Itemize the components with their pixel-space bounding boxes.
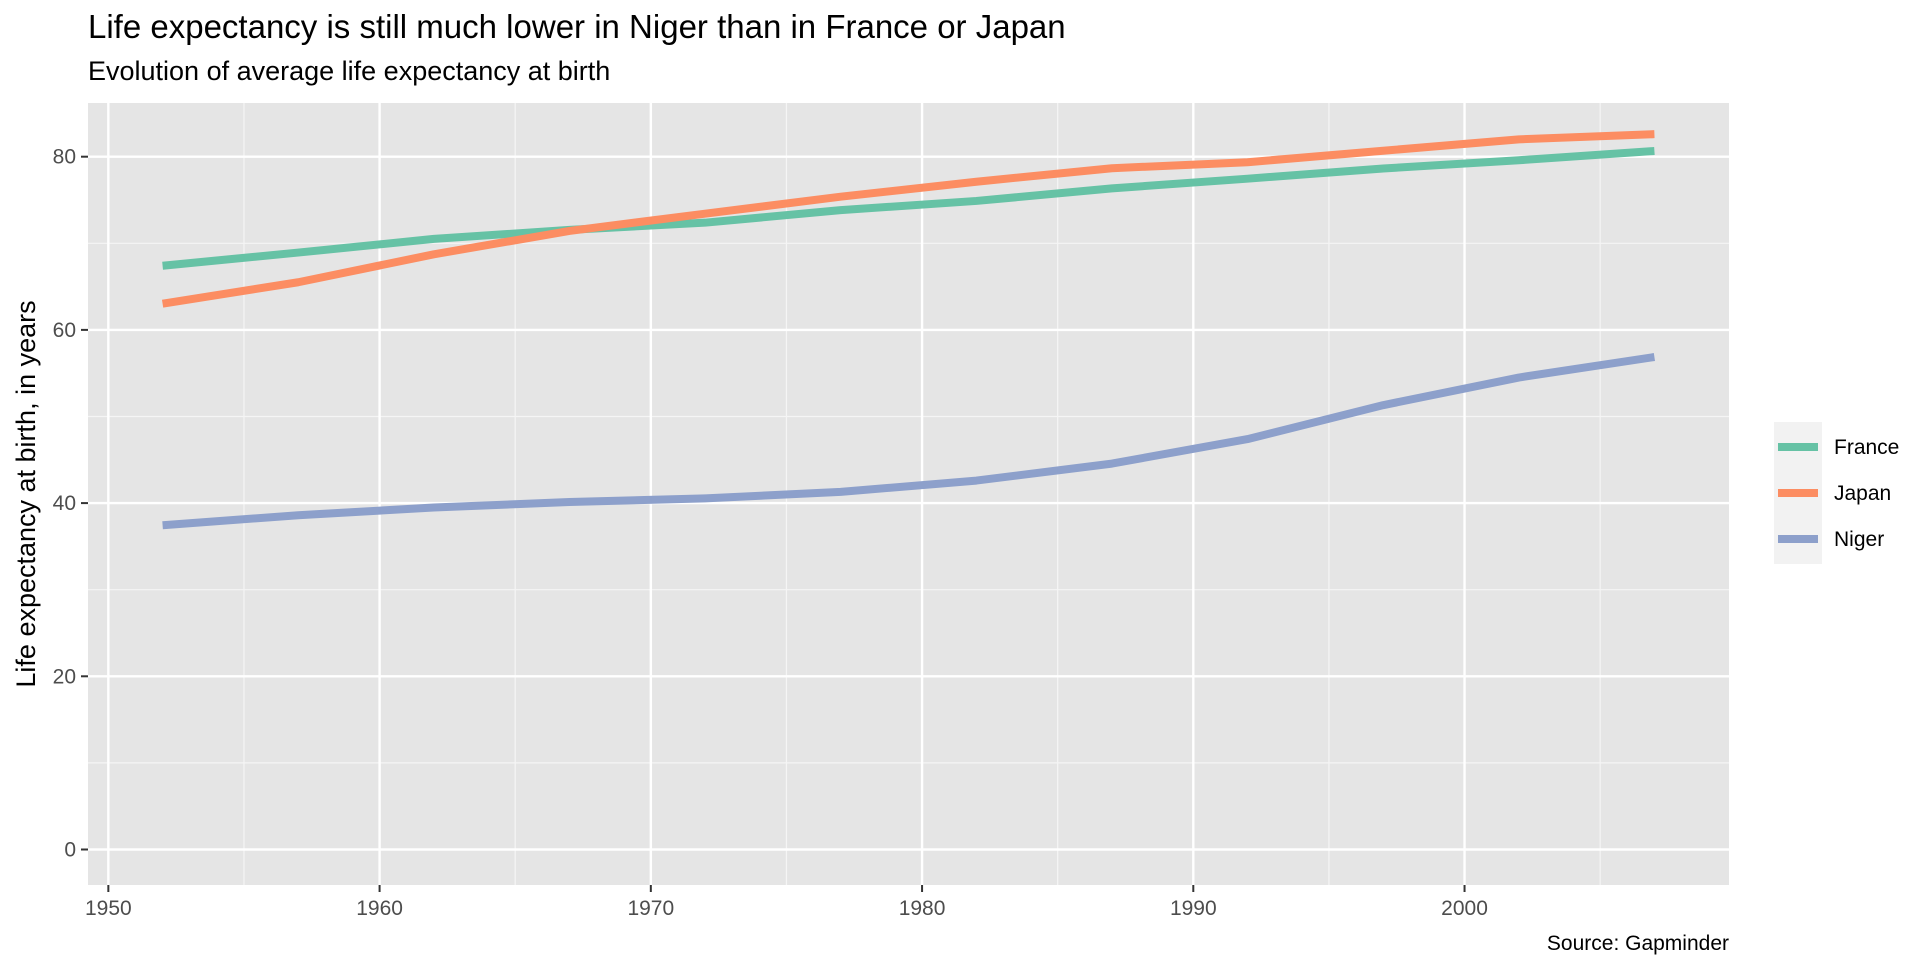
- y-axis-title: Life expectancy at birth, in years: [11, 300, 41, 687]
- legend-label-niger: Niger: [1834, 528, 1884, 551]
- grid-major: [88, 103, 1729, 885]
- y-tick-label: 20: [53, 665, 76, 688]
- x-tick-label: 1960: [356, 897, 403, 920]
- series-line-japan: [161, 130, 1655, 308]
- series-lines: [161, 130, 1656, 530]
- y-axis: 0 20 40 60 80: [53, 146, 88, 861]
- x-tick-label: 2000: [1441, 897, 1488, 920]
- y-tick-label: 60: [53, 319, 76, 342]
- chart-subtitle: Evolution of average life expectancy at …: [88, 56, 610, 86]
- x-tick-label: 1950: [85, 897, 132, 920]
- x-axis: 1950 1960 1970 1980 1990 2000: [85, 885, 1488, 920]
- series-line-niger: [162, 353, 1656, 530]
- plot-panel: [88, 103, 1729, 885]
- x-tick-label: 1980: [899, 897, 946, 920]
- y-tick-label: 0: [64, 838, 76, 861]
- legend-label-france: France: [1834, 436, 1899, 459]
- y-tick-label: 80: [53, 146, 76, 169]
- legend: France Japan Niger: [1774, 422, 1899, 564]
- x-tick-label: 1990: [1170, 897, 1217, 920]
- chart-title: Life expectancy is still much lower in N…: [88, 8, 1066, 45]
- legend-label-japan: Japan: [1834, 482, 1891, 505]
- y-tick-label: 40: [53, 492, 76, 515]
- x-tick-label: 1970: [627, 897, 674, 920]
- series-line-france: [162, 146, 1655, 270]
- chart-caption: Source: Gapminder: [1547, 932, 1729, 955]
